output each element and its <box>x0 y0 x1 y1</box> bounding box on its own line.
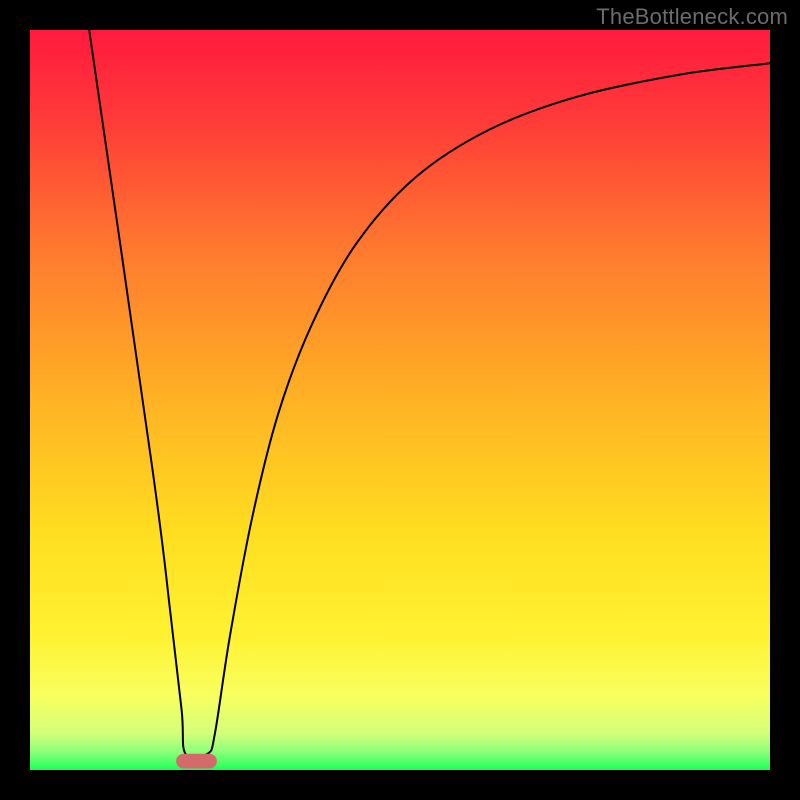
plot-area <box>30 30 770 770</box>
figure-container: TheBottleneck.com <box>0 0 800 800</box>
watermark-text: TheBottleneck.com <box>596 4 788 30</box>
gradient-background <box>30 30 770 770</box>
plot-svg <box>30 30 770 770</box>
optimum-marker <box>176 754 217 769</box>
